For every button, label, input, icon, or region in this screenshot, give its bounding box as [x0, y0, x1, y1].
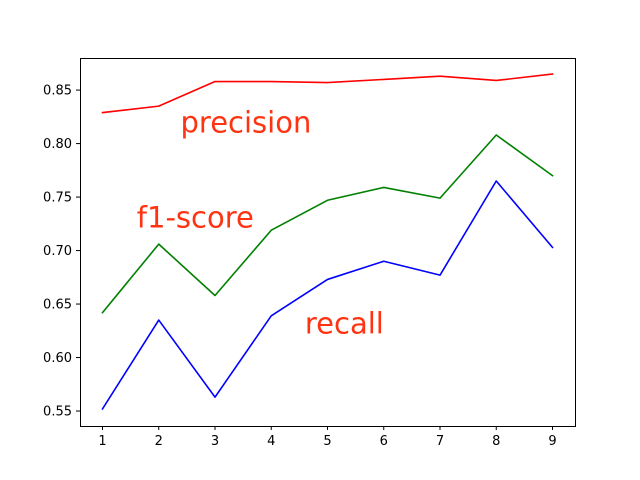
x-tick-label: 3	[211, 434, 219, 449]
x-tick-label: 9	[548, 434, 556, 449]
annotation-precision: precision	[181, 105, 312, 139]
plot-frame	[80, 58, 576, 427]
annotation-f1-score: f1-score	[137, 201, 254, 235]
y-tick-label: 0.80	[43, 137, 72, 152]
x-tick-label: 6	[380, 434, 388, 449]
x-tick-label: 4	[267, 434, 275, 449]
x-tick-label: 7	[436, 434, 444, 449]
x-tick-label: 1	[98, 434, 106, 449]
y-tick-label: 0.85	[43, 84, 72, 99]
series-layer	[101, 73, 554, 410]
x-axis: 1 2 3 4 5 6 7 8 9	[98, 426, 557, 449]
y-tick-label: 0.60	[43, 351, 72, 366]
annotation-recall: recall	[305, 306, 384, 340]
annotations: precision f1-score recall	[137, 105, 384, 340]
x-tick-label: 8	[492, 434, 500, 449]
x-tick-label: 5	[323, 434, 331, 449]
y-tick-label: 0.55	[43, 405, 72, 420]
series-line-1	[101, 73, 554, 114]
series-line-2	[101, 134, 554, 314]
y-tick-label: 0.65	[43, 298, 72, 313]
y-tick-label: 0.70	[43, 244, 72, 259]
y-axis: 0.55 0.60 0.65 0.70 0.75 0.80 0.85	[43, 84, 80, 420]
y-tick-label: 0.75	[43, 191, 72, 206]
x-tick-label: 2	[155, 434, 163, 449]
series-line-3	[101, 180, 554, 410]
